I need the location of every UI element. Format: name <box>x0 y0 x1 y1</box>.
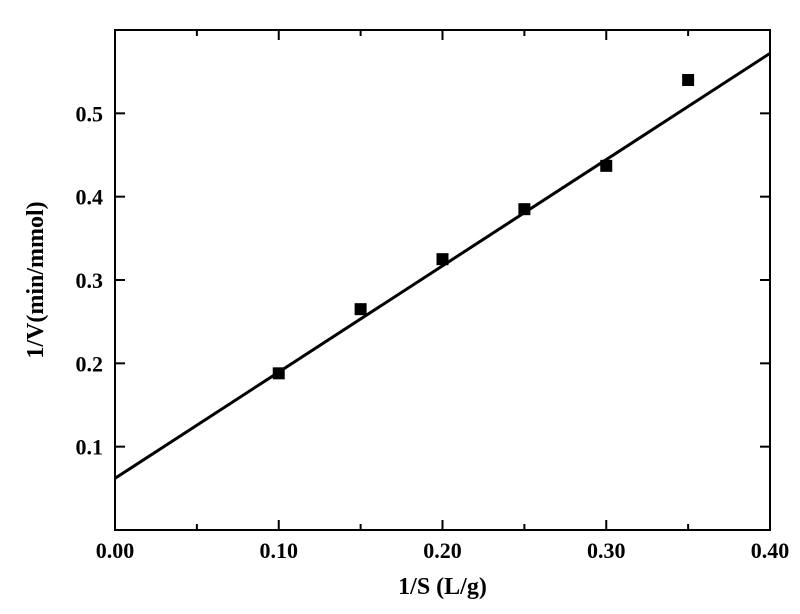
x-tick-label: 0.10 <box>260 538 299 563</box>
y-tick-label: 0.3 <box>76 268 104 293</box>
x-axis-label: 1/S (L/g) <box>398 574 487 600</box>
x-tick-label: 0.00 <box>96 538 135 563</box>
plot-border <box>115 30 770 530</box>
x-tick-label: 0.20 <box>423 538 462 563</box>
y-tick-label: 0.2 <box>76 351 104 376</box>
data-marker <box>600 160 612 172</box>
y-axis-label: 1/V(min/mmol) <box>23 201 49 358</box>
data-marker <box>273 367 285 379</box>
data-marker <box>437 253 449 265</box>
y-tick-label: 0.1 <box>76 435 104 460</box>
lineweaver-burk-chart: 0.00 0.10 0.20 0.30 0.40 0.1 0.2 0.3 0.4 0.5 1/S (… <box>0 0 800 614</box>
x-tick-label: 0.30 <box>587 538 626 563</box>
y-tick-label: 0.4 <box>76 185 104 210</box>
data-marker <box>682 74 694 86</box>
data-marker <box>355 303 367 315</box>
chart-svg: 0.00 0.10 0.20 0.30 0.40 0.1 0.2 0.3 0.4 0.5 1/S (… <box>0 0 800 614</box>
y-tick-label: 0.5 <box>76 101 104 126</box>
data-marker <box>518 203 530 215</box>
x-tick-label: 0.40 <box>751 538 790 563</box>
